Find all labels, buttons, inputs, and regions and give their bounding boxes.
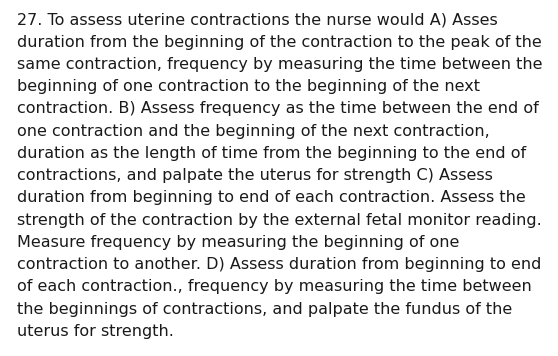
Text: duration from the beginning of the contraction to the peak of the: duration from the beginning of the contr…	[17, 35, 541, 50]
Text: contraction. B) Assess frequency as the time between the end of: contraction. B) Assess frequency as the …	[17, 101, 538, 116]
Text: same contraction, frequency by measuring the time between the: same contraction, frequency by measuring…	[17, 57, 542, 72]
Text: the beginnings of contractions, and palpate the fundus of the: the beginnings of contractions, and palp…	[17, 302, 512, 317]
Text: beginning of one contraction to the beginning of the next: beginning of one contraction to the begi…	[17, 79, 480, 94]
Text: duration from beginning to end of each contraction. Assess the: duration from beginning to end of each c…	[17, 190, 526, 205]
Text: duration as the length of time from the beginning to the end of: duration as the length of time from the …	[17, 146, 526, 161]
Text: of each contraction., frequency by measuring the time between: of each contraction., frequency by measu…	[17, 279, 531, 294]
Text: contraction to another. D) Assess duration from beginning to end: contraction to another. D) Assess durati…	[17, 257, 541, 272]
Text: one contraction and the beginning of the next contraction,: one contraction and the beginning of the…	[17, 124, 489, 139]
Text: Measure frequency by measuring the beginning of one: Measure frequency by measuring the begin…	[17, 235, 459, 250]
Text: 27. To assess uterine contractions the nurse would A) Asses: 27. To assess uterine contractions the n…	[17, 12, 498, 27]
Text: uterus for strength.: uterus for strength.	[17, 324, 174, 339]
Text: strength of the contraction by the external fetal monitor reading.: strength of the contraction by the exter…	[17, 213, 541, 228]
Text: contractions, and palpate the uterus for strength C) Assess: contractions, and palpate the uterus for…	[17, 168, 493, 183]
